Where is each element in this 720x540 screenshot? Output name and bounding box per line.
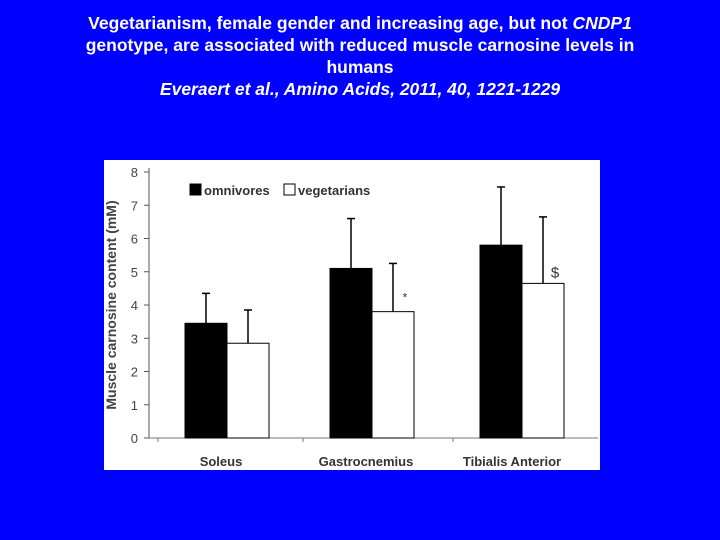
bar-omnivores — [184, 322, 228, 439]
gene-name: CNDP1 — [572, 13, 632, 33]
y-tick-label: 8 — [131, 165, 138, 180]
x-tick-label: Soleus — [200, 454, 243, 469]
significance-mark: $ — [551, 264, 560, 281]
citation-text: Everaert et al., Amino Acids, 2011, 40, … — [159, 79, 561, 99]
slide-title: Vegetarianism, female gender and increas… — [0, 12, 720, 100]
y-tick-label: 2 — [131, 365, 138, 380]
y-tick-label: 4 — [131, 298, 138, 313]
y-tick-label: 1 — [131, 398, 138, 413]
y-tick-label: 7 — [131, 198, 138, 213]
legend-swatch-omnivores — [189, 183, 202, 196]
title-line-3: humans — [326, 57, 394, 77]
y-axis-label: Muscle carnosine content (mM) — [104, 200, 119, 409]
y-tick-label: 6 — [131, 232, 138, 247]
title-line-1-text: Vegetarianism, female gender and increas… — [88, 13, 573, 33]
y-tick-label: 5 — [131, 265, 138, 280]
x-tick-label: Gastrocnemius — [319, 454, 414, 469]
title-line-2: genotype, are associated with reduced mu… — [85, 35, 635, 55]
y-tick-label: 0 — [131, 431, 138, 446]
bar-vegetarians — [371, 311, 415, 439]
bar-omnivores — [479, 244, 523, 439]
legend-label-omnivores: omnivores — [204, 183, 270, 198]
y-tick-label: 3 — [131, 331, 138, 346]
title-line-1: Vegetarianism, female gender and increas… — [0, 12, 720, 34]
bar-vegetarians — [521, 282, 565, 439]
citation: Everaert et al., Amino Acids, 2011, 40, … — [0, 78, 720, 100]
legend-swatch-vegetarians — [283, 183, 296, 196]
bar-omnivores — [329, 267, 373, 439]
chart-panel: 0 1 2 3 4 5 6 7 8 Muscle carnosine content (mM) So… — [104, 160, 600, 470]
x-tick-label: Tibialis Anterior — [463, 454, 561, 469]
bar-vegetarians — [226, 342, 270, 439]
legend-label-vegetarians: vegetarians — [298, 183, 370, 198]
bar-chart: 0 1 2 3 4 5 6 7 8 Muscle carnosine content (mM) So… — [104, 165, 598, 469]
significance-mark: * — [403, 291, 408, 305]
